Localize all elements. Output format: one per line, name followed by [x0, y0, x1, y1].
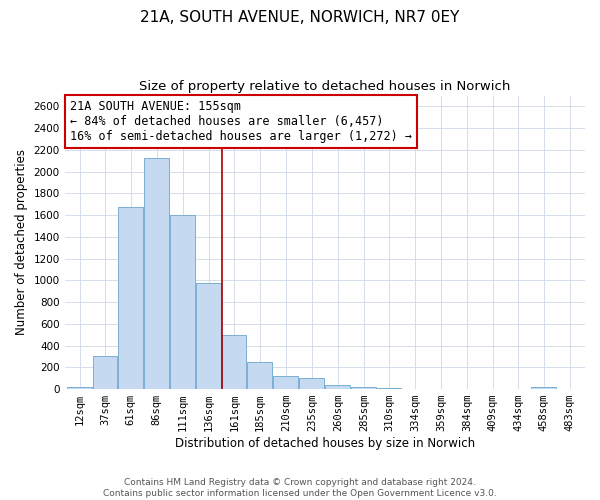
Bar	[325, 386, 350, 389]
Text: 21A SOUTH AVENUE: 155sqm
← 84% of detached houses are smaller (6,457)
16% of sem: 21A SOUTH AVENUE: 155sqm ← 84% of detach…	[70, 100, 412, 143]
Bar	[402, 388, 427, 389]
Bar	[247, 362, 272, 389]
Bar	[299, 378, 325, 389]
Bar	[93, 356, 118, 389]
Bar	[196, 283, 221, 389]
X-axis label: Distribution of detached houses by size in Norwich: Distribution of detached houses by size …	[175, 437, 475, 450]
Bar	[118, 207, 143, 389]
Bar	[67, 387, 92, 389]
Bar	[351, 388, 376, 389]
Bar	[144, 158, 169, 389]
Bar	[170, 215, 196, 389]
Text: Contains HM Land Registry data © Crown copyright and database right 2024.
Contai: Contains HM Land Registry data © Crown c…	[103, 478, 497, 498]
Bar	[428, 388, 454, 389]
Bar	[454, 388, 479, 389]
Text: 21A, SOUTH AVENUE, NORWICH, NR7 0EY: 21A, SOUTH AVENUE, NORWICH, NR7 0EY	[140, 10, 460, 25]
Bar	[532, 387, 556, 389]
Bar	[273, 376, 298, 389]
Title: Size of property relative to detached houses in Norwich: Size of property relative to detached ho…	[139, 80, 511, 93]
Y-axis label: Number of detached properties: Number of detached properties	[15, 150, 28, 336]
Bar	[377, 388, 401, 389]
Bar	[222, 334, 247, 389]
